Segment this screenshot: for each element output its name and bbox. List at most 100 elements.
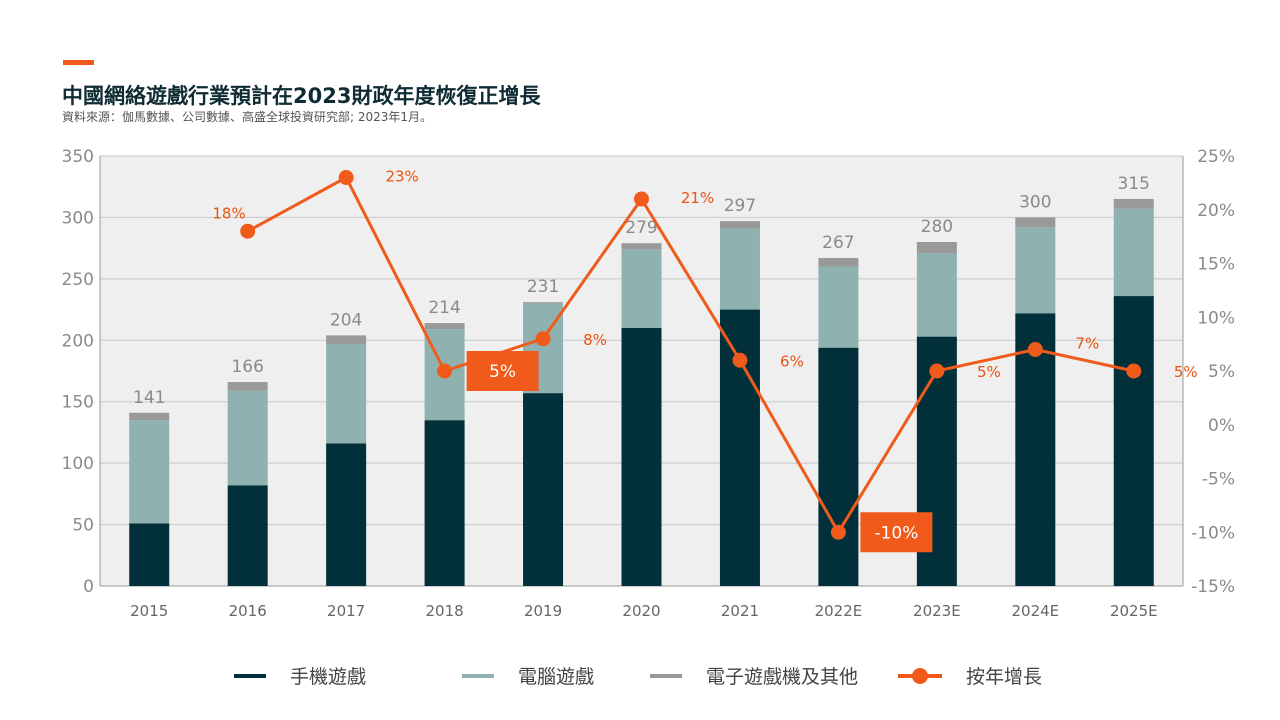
bar-segment-mobile <box>424 420 465 586</box>
right-axis-tick-label: 5% <box>1208 362 1235 382</box>
growth-label: 6% <box>780 352 804 370</box>
bar-segment-console <box>523 302 564 304</box>
legend-label-mobile: 手機遊戲 <box>290 666 367 688</box>
x-axis-tick-label: 2022E <box>815 602 863 620</box>
bar-total-label: 315 <box>1118 174 1150 194</box>
x-axis-tick-label: 2021 <box>721 602 759 620</box>
bar-segment-pc <box>621 249 662 328</box>
x-axis-tick-label: 2025E <box>1110 602 1158 620</box>
growth-label: 5% <box>977 363 1001 381</box>
bar-total-label: 280 <box>921 217 953 237</box>
x-axis-tick-label: 2016 <box>229 602 267 620</box>
growth-point <box>1126 363 1142 379</box>
right-axis-tick-label: 0% <box>1208 416 1235 436</box>
growth-label: -10% <box>874 523 918 543</box>
growth-point <box>634 191 649 207</box>
growth-label: 7% <box>1075 335 1099 353</box>
right-axis-tick-label: 10% <box>1197 308 1235 328</box>
bar-total-label: 214 <box>428 298 460 318</box>
right-axis-tick-label: -10% <box>1191 523 1235 543</box>
right-axis-tick-label: 20% <box>1197 201 1235 221</box>
right-axis-tick-label: 25% <box>1197 147 1235 167</box>
bar-total-label: 279 <box>625 218 657 238</box>
growth-label: 5% <box>1174 363 1198 381</box>
right-axis-tick-label: -15% <box>1191 577 1235 597</box>
left-axis-tick-label: 150 <box>62 393 94 413</box>
legend-item-pc: 電腦遊戲 <box>462 662 594 689</box>
left-axis-tick-label: 50 <box>72 516 94 536</box>
bar-segment-mobile <box>523 393 564 586</box>
x-axis-tick-label: 2019 <box>524 602 562 620</box>
bar-segment-pc <box>129 420 170 524</box>
x-axis-tick-label: 2020 <box>622 602 660 620</box>
x-axis-tick-label: 2017 <box>327 602 365 620</box>
bar-total-label: 267 <box>822 233 854 253</box>
bar-segment-mobile <box>227 485 268 586</box>
bar-segment-mobile <box>1113 296 1154 586</box>
bar-segment-console <box>719 221 760 229</box>
growth-label: 21% <box>681 189 714 207</box>
growth-label-box <box>860 512 933 553</box>
legend-swatch-console <box>650 673 682 678</box>
bar-segment-pc <box>1015 227 1056 314</box>
bar-segment-pc <box>916 253 957 337</box>
left-axis-tick-label: 300 <box>62 208 94 228</box>
bar-segment-console <box>1113 199 1154 209</box>
growth-point <box>240 223 256 239</box>
legend-label-growth: 按年增長 <box>966 666 1043 688</box>
bar-total-label: 297 <box>724 196 756 216</box>
bar-segment-console <box>916 242 957 254</box>
legend-item-console: 電子遊戲機及其他 <box>650 662 858 689</box>
x-axis-tick-label: 2023E <box>913 602 961 620</box>
bar-segment-pc <box>326 343 367 444</box>
bar-total-label: 300 <box>1019 192 1051 212</box>
chart-canvas: 0 50 100 150 200 250 300 350 -15% -10% -5% 0% 5% 10% 1… <box>62 147 1235 620</box>
growth-label: 18% <box>212 204 245 222</box>
growth-point <box>732 352 748 368</box>
x-axis-tick-label: 2018 <box>425 602 463 620</box>
bar-segment-mobile <box>818 347 859 586</box>
bar-segment-mobile <box>326 443 367 586</box>
growth-label: 8% <box>583 331 607 349</box>
legend-label-pc: 電腦遊戲 <box>518 666 595 688</box>
left-axis-tick-label: 100 <box>62 454 94 474</box>
growth-point <box>535 331 551 347</box>
bar-total-label: 166 <box>231 357 263 377</box>
right-axis-tick-label: -5% <box>1202 470 1235 490</box>
bar-segment-pc <box>227 390 268 486</box>
x-axis-tick-label: 2015 <box>130 602 168 620</box>
bar-segment-console <box>326 335 367 344</box>
bar-segment-mobile <box>1015 313 1056 586</box>
chart-source: 資料來源：伽馬數據、公司數據、高盛全球投資研究部; 2023年1月。 <box>62 110 433 124</box>
growth-point <box>338 170 354 185</box>
legend-swatch-pc <box>462 673 494 678</box>
bar-total-label: 204 <box>330 310 362 330</box>
growth-point <box>1027 342 1043 357</box>
bar-segment-console <box>621 243 662 250</box>
left-axis-tick-label: 0 <box>83 577 94 597</box>
bar-segment-console <box>129 412 170 421</box>
chart-title: 中國網絡遊戲行業預計在2023財政年度恢復正增長 <box>62 84 541 108</box>
bar-segment-mobile <box>129 523 170 586</box>
bar-segment-console <box>424 323 465 330</box>
growth-label: 23% <box>385 168 418 186</box>
legend-swatch-growth <box>898 667 942 684</box>
bar-segment-pc <box>1113 208 1154 297</box>
bar-segment-console <box>227 382 268 391</box>
legend-label-console: 電子遊戲機及其他 <box>706 666 859 688</box>
growth-line <box>246 176 1135 534</box>
left-axis-tick-label: 350 <box>62 147 94 167</box>
bar-segment-pc <box>818 266 859 348</box>
right-axis-tick-label: 15% <box>1197 255 1235 275</box>
bar-segment-pc <box>719 228 760 310</box>
growth-point <box>830 524 846 540</box>
growth-point <box>437 363 453 379</box>
legend-item-mobile: 手機遊戲 <box>234 662 366 689</box>
bar-segment-console <box>1015 217 1056 228</box>
bar-segment-mobile <box>621 328 662 586</box>
x-axis-tick-label: 2024E <box>1011 602 1059 620</box>
left-axis-tick-label: 200 <box>62 331 94 351</box>
left-axis-tick-label: 250 <box>62 270 94 290</box>
title-accent-bar <box>63 60 94 65</box>
bar-total-label: 231 <box>527 277 559 297</box>
